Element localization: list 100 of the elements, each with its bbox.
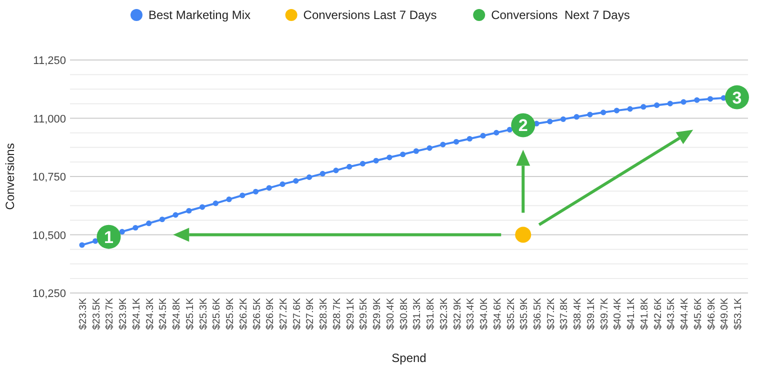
point xyxy=(587,112,593,118)
point xyxy=(132,224,138,231)
point xyxy=(280,181,286,187)
x-tick-label: $24.3K xyxy=(144,298,156,330)
point xyxy=(212,200,218,206)
x-tick-label: $39.1K xyxy=(586,298,597,330)
x-tick-label: $28.3K xyxy=(318,298,330,330)
x-tick-label: $28.7K xyxy=(332,298,343,330)
x-tick-label: $25.3K xyxy=(198,298,210,330)
point xyxy=(119,228,125,235)
annotation: 3 xyxy=(732,88,742,108)
x-tick-label: $25.9K xyxy=(225,298,236,330)
x-tick-label: $29.9K xyxy=(372,298,384,330)
point xyxy=(240,192,246,198)
point xyxy=(667,100,673,106)
x-tick-label: $37.8K xyxy=(559,298,570,330)
x-tick-label: $24.1K xyxy=(131,298,142,330)
point xyxy=(547,118,553,124)
point xyxy=(200,204,206,210)
point xyxy=(306,174,312,180)
point xyxy=(172,212,178,218)
legend-label: Best Marketing Mix xyxy=(148,8,251,22)
legend-label: Conversions Last 7 Days xyxy=(303,8,437,22)
x-tick-label: $25.1K xyxy=(184,298,196,330)
x-tick-label: $27.2K xyxy=(278,298,290,330)
annotation: 2 xyxy=(518,116,528,136)
point xyxy=(266,185,272,191)
annotation: 1 xyxy=(104,228,114,247)
x-tick-label: $44.4K xyxy=(680,298,691,330)
point xyxy=(600,110,606,116)
x-tick-label: $36.5K xyxy=(532,298,544,330)
x-tick-label: $32.9K xyxy=(452,298,464,330)
x-tick-label: $46.9K xyxy=(706,298,718,330)
point xyxy=(654,102,660,108)
x-tick-label: $23.5K xyxy=(91,298,102,330)
x-tick-label: $26.9K xyxy=(265,298,276,330)
point xyxy=(360,160,366,166)
x-tick-label: $24.5K xyxy=(158,298,170,330)
x-tick-label: $31.8K xyxy=(426,298,437,330)
x-tick-label: $37.2K xyxy=(546,298,557,330)
x-tick-label: $24.8K xyxy=(172,298,183,330)
point xyxy=(373,158,379,164)
x-tick-label: $41.8K xyxy=(639,298,650,330)
x-tick-label: $25.6K xyxy=(212,298,223,330)
point xyxy=(574,114,580,120)
x-tick-label: $43.5K xyxy=(666,298,678,330)
x-tick-label: $31.3K xyxy=(412,298,424,330)
point xyxy=(252,188,259,194)
y-tick-label: 11,000 xyxy=(33,113,66,126)
point xyxy=(346,164,352,170)
point xyxy=(320,170,326,177)
point xyxy=(453,138,460,145)
point xyxy=(386,154,392,160)
point xyxy=(159,216,166,222)
x-tick-label: $53.1K xyxy=(733,298,744,330)
point xyxy=(79,242,85,248)
point xyxy=(494,130,500,136)
point xyxy=(515,226,532,243)
point xyxy=(466,136,472,142)
legend-label: Conversions Next 7 Days xyxy=(491,8,630,22)
x-tick-label: $27.6K xyxy=(292,298,303,330)
x-tick-label: $35.2K xyxy=(506,298,517,330)
x-tick-label: $23.3K xyxy=(78,298,89,330)
x-tick-label: $35.9K xyxy=(519,298,530,330)
x-tick-label: $42.6K xyxy=(652,298,664,330)
point xyxy=(506,126,513,132)
point xyxy=(614,108,620,114)
x-tick-label: $26.2K xyxy=(238,298,250,330)
y-tick-label: 10,500 xyxy=(32,230,66,242)
point xyxy=(640,104,646,110)
y-tick-label: 10,250 xyxy=(32,288,66,300)
point xyxy=(560,116,566,122)
y-tick-label: 11,250 xyxy=(33,55,66,67)
point xyxy=(413,148,419,154)
x-tick-label: $32.3K xyxy=(438,298,450,330)
point xyxy=(333,168,339,174)
x-tick-label: $30.4K xyxy=(385,298,396,330)
x-tick-label: $38.4K xyxy=(572,298,584,330)
point xyxy=(627,106,633,112)
x-tick-label: $34.6K xyxy=(492,298,504,330)
x-tick-label: $29.1K xyxy=(345,298,356,330)
x-tick-label: $45.6K xyxy=(692,298,704,330)
point xyxy=(480,132,486,139)
point xyxy=(293,178,299,184)
point xyxy=(426,145,432,151)
point xyxy=(707,96,714,102)
point xyxy=(400,152,406,158)
x-tick-label: $41.1K xyxy=(626,298,638,330)
x-tick-label: $33.4K xyxy=(466,298,477,330)
point xyxy=(680,99,686,105)
x-tick-label: $23.7K xyxy=(104,298,116,330)
x-tick-label: $27.9K xyxy=(305,298,316,330)
y-tick-label: 10,750 xyxy=(32,172,66,184)
x-tick-label: $30.8K xyxy=(398,298,410,330)
x-axis-title: Spend xyxy=(392,351,426,365)
x-tick-label: $34.0K xyxy=(479,298,490,330)
x-tick-label: $23.9K xyxy=(118,298,130,330)
x-tick-label: $26.5K xyxy=(252,298,263,330)
point xyxy=(92,238,98,244)
x-tick-label: $49.0K xyxy=(720,298,731,330)
